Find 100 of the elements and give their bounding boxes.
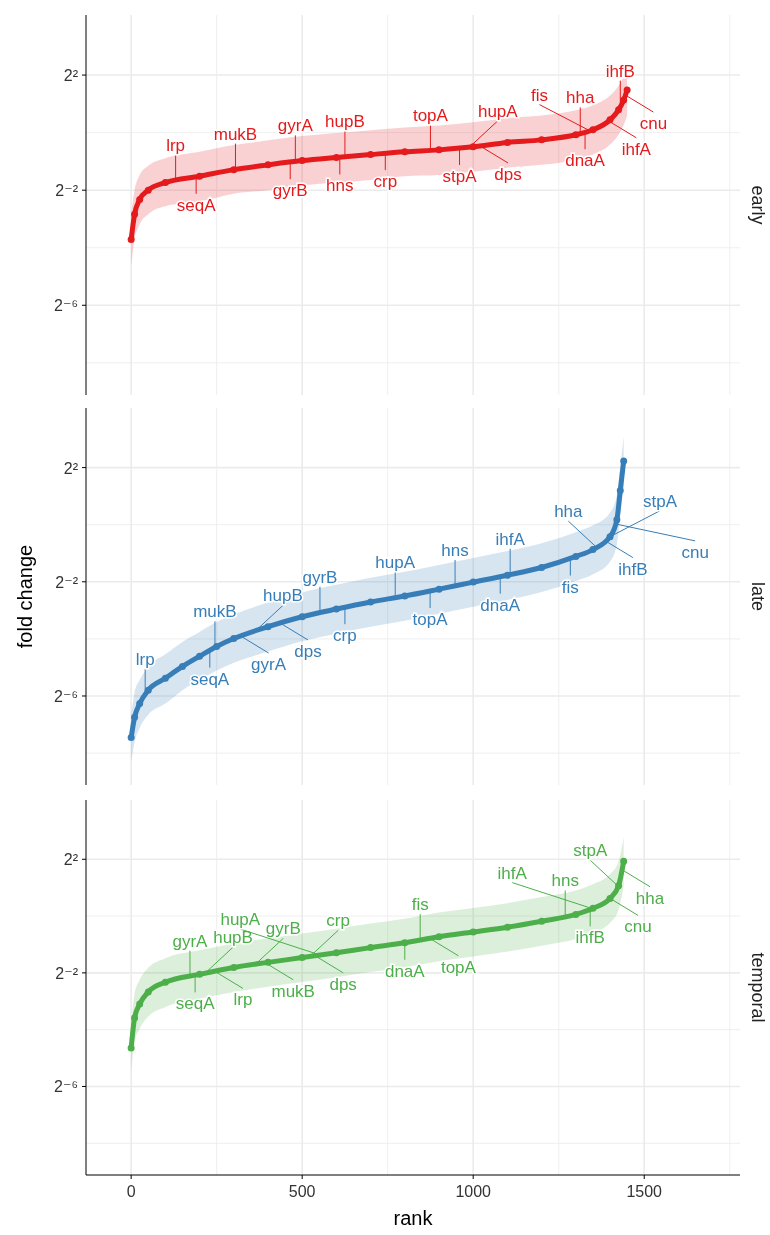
annotation: dps xyxy=(329,974,357,994)
annotation: fis xyxy=(411,895,429,915)
annotation: hha xyxy=(554,502,584,522)
point xyxy=(264,623,272,631)
annotation: hupB xyxy=(213,928,253,948)
point xyxy=(298,954,306,962)
point xyxy=(230,964,238,971)
point xyxy=(469,928,477,936)
annotation: ihfA xyxy=(495,529,526,549)
point xyxy=(178,662,186,670)
point xyxy=(136,700,144,708)
annotation: cnu xyxy=(639,114,668,134)
annotation: ihfA xyxy=(497,863,528,883)
annotation: seqA xyxy=(190,669,230,689)
annotation: crp xyxy=(326,911,350,931)
annotation: gyrA xyxy=(277,116,314,136)
annotation: gyrA xyxy=(172,931,209,951)
point xyxy=(589,546,597,554)
point xyxy=(196,652,204,660)
point xyxy=(503,923,511,931)
point xyxy=(127,1044,135,1052)
x-tick-label: 1500 xyxy=(626,1183,663,1200)
annotation: dnaA xyxy=(565,151,606,171)
annotation: gyrB xyxy=(272,181,308,201)
point xyxy=(367,598,375,606)
y-tick-label: 2⁻² xyxy=(55,573,79,591)
point xyxy=(620,457,628,465)
point xyxy=(332,949,340,957)
x-tick-label: 1000 xyxy=(455,1183,492,1200)
point xyxy=(144,186,152,194)
annotation: stpA xyxy=(442,167,478,187)
point xyxy=(144,988,152,996)
annotation: hns xyxy=(441,540,469,560)
x-tick-label: 0 xyxy=(126,1183,136,1200)
annotation: fis xyxy=(561,577,579,597)
point xyxy=(615,106,623,114)
annotation: stpA xyxy=(573,841,608,861)
point xyxy=(503,138,511,146)
point xyxy=(435,585,443,593)
point xyxy=(136,195,144,203)
y-axis-title: fold change xyxy=(14,544,36,649)
point xyxy=(127,236,135,244)
annotation: ihfA xyxy=(621,139,652,159)
annotation: hupA xyxy=(375,552,416,572)
point xyxy=(161,674,169,682)
annotation: seqA xyxy=(175,994,216,1014)
point xyxy=(332,605,340,613)
point xyxy=(131,713,139,721)
point xyxy=(401,148,409,156)
point xyxy=(623,86,631,94)
annotation: dps xyxy=(294,641,322,661)
annotation: topA xyxy=(440,957,477,977)
annotation: seqA xyxy=(176,195,217,215)
point xyxy=(572,131,580,139)
point xyxy=(131,1014,139,1022)
point xyxy=(435,933,443,941)
annotation: ihfB xyxy=(605,61,635,81)
point xyxy=(435,146,443,154)
point xyxy=(298,157,306,165)
annotation: lrp xyxy=(135,650,155,670)
point xyxy=(538,917,546,925)
annotation: ihfB xyxy=(575,928,605,948)
annotation: fis xyxy=(531,85,548,105)
point xyxy=(264,161,272,169)
annotation: hupB xyxy=(263,586,303,606)
annotation: hns xyxy=(551,871,579,891)
point xyxy=(367,944,375,952)
annotation: ihfB xyxy=(618,559,648,579)
y-tick-label: 2² xyxy=(63,851,79,869)
point xyxy=(161,179,169,187)
point xyxy=(469,578,477,586)
point xyxy=(620,857,628,865)
point xyxy=(144,686,152,694)
annotation: cnu xyxy=(681,542,709,562)
annotation: mukB xyxy=(271,981,315,1001)
annotation: gyrA xyxy=(251,655,287,675)
annotation: gyrB xyxy=(302,567,338,587)
y-tick-label: 2⁻⁶ xyxy=(54,1078,78,1096)
point xyxy=(230,635,238,643)
point xyxy=(572,552,580,560)
annotation: lrp xyxy=(166,136,186,156)
y-tick-label: 2² xyxy=(63,459,79,477)
annotation: mukB xyxy=(193,602,237,622)
point xyxy=(161,978,169,986)
point xyxy=(613,516,621,524)
point xyxy=(615,882,623,890)
point xyxy=(589,126,597,134)
text: late xyxy=(748,581,768,612)
y-tick-label: 2⁻⁶ xyxy=(54,297,78,315)
x-tick-label: 500 xyxy=(288,1183,316,1200)
point xyxy=(620,96,628,104)
annotation: hha xyxy=(635,888,665,908)
point xyxy=(401,592,409,600)
point xyxy=(538,563,546,571)
point xyxy=(298,613,306,621)
point xyxy=(136,1000,144,1008)
point xyxy=(616,486,624,494)
y-tick-label: 2² xyxy=(63,67,79,85)
annotation: dnaA xyxy=(384,961,426,981)
annotation: hupA xyxy=(220,910,261,930)
